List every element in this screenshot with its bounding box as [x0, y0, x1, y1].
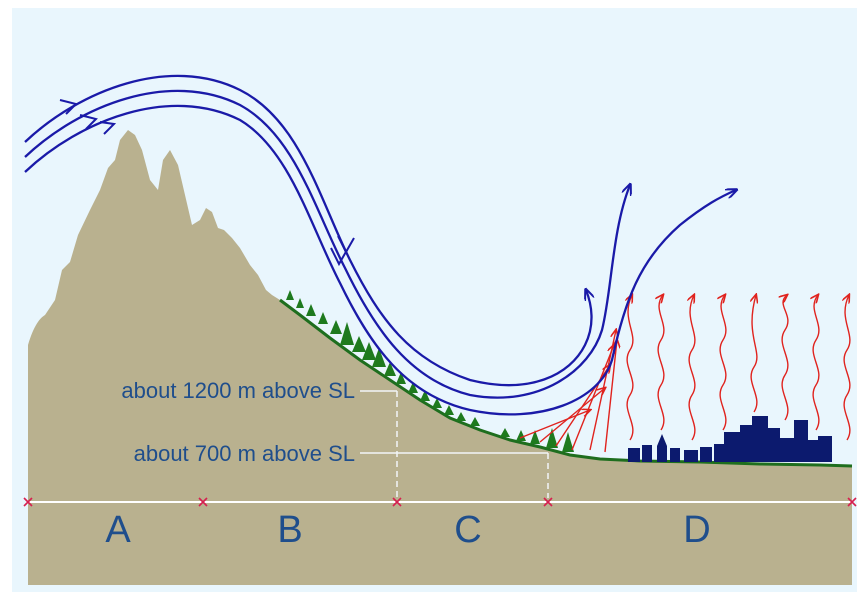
zone-markers — [23, 497, 857, 507]
zone-label-a: A — [105, 509, 131, 551]
elevation-leaders — [360, 390, 549, 498]
city-skyline — [628, 416, 832, 462]
forest-trees — [286, 290, 574, 452]
elevation-label-low: about 700 m above SL — [134, 441, 355, 466]
airflow-arrowheads — [59, 99, 355, 267]
vegetation-line — [279, 298, 853, 468]
heat-plumes — [627, 295, 851, 441]
airflow-streamlines — [24, 74, 736, 416]
zone-label-d: D — [683, 509, 710, 551]
zone-label-c: C — [454, 509, 481, 551]
zone-label-b: B — [277, 509, 302, 551]
convergence-streaks — [519, 330, 617, 453]
mountain-terrain — [28, 130, 852, 585]
elevation-label-high: about 1200 m above SL — [121, 378, 355, 403]
